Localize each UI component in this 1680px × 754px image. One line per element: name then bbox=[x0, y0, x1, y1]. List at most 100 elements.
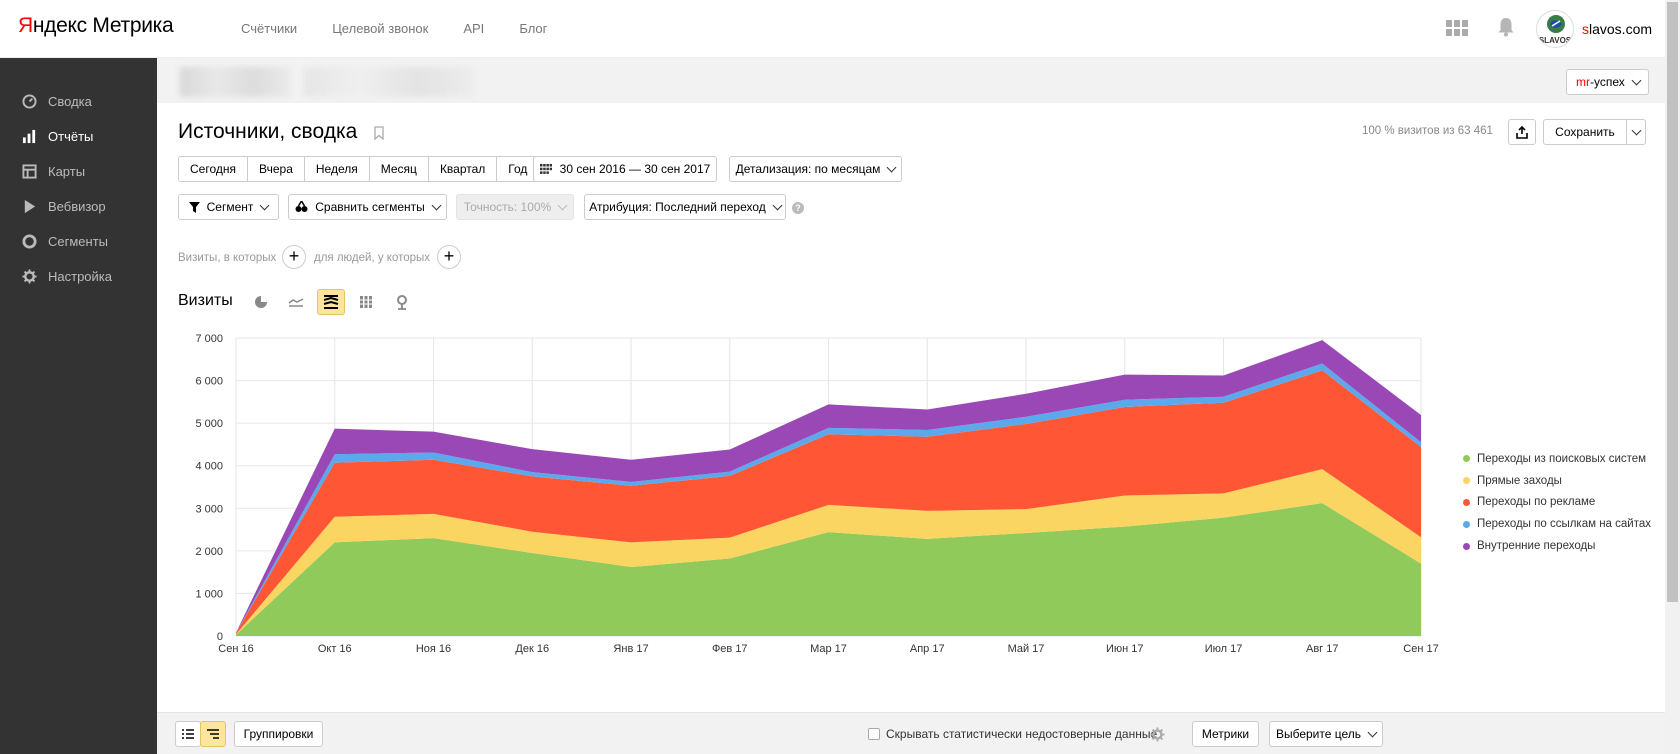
period-week[interactable]: Неделя bbox=[305, 157, 370, 181]
yandex-metrica-logo[interactable]: Яндекс Метрика bbox=[18, 14, 174, 37]
calendar-icon bbox=[539, 164, 552, 174]
chart-legend: Переходы из поисковых систем Прямые захо… bbox=[1463, 448, 1651, 557]
sidebar-item-settings[interactable]: Настройка bbox=[0, 261, 157, 291]
period-yesterday[interactable]: Вчера bbox=[248, 157, 305, 181]
area-series-0 bbox=[236, 503, 1421, 636]
legend-item-direct[interactable]: Прямые заходы bbox=[1463, 470, 1651, 492]
y-tick-label: 6 000 bbox=[195, 376, 223, 388]
help-icon[interactable]: ? bbox=[792, 202, 804, 214]
period-month[interactable]: Месяц bbox=[370, 157, 429, 181]
area-icon[interactable] bbox=[317, 289, 345, 315]
export-button[interactable] bbox=[1508, 119, 1536, 145]
counter-selector[interactable]: mr -успех bbox=[1566, 69, 1649, 95]
area-series-4 bbox=[236, 340, 1421, 633]
nav-blog[interactable]: Блог bbox=[519, 21, 548, 36]
table-toolbar bbox=[157, 712, 1665, 754]
map-pin-icon[interactable] bbox=[388, 289, 416, 315]
x-tick-label: Янв 17 bbox=[613, 643, 648, 655]
segment-button[interactable]: Сегмент bbox=[178, 194, 279, 220]
legend-item-search[interactable]: Переходы из поисковых систем bbox=[1463, 448, 1651, 470]
sidebar-item-segments[interactable]: Сегменты bbox=[0, 226, 157, 256]
compare-segments-button[interactable]: Сравнить сегменты bbox=[288, 194, 447, 220]
x-tick-label: Июл 17 bbox=[1205, 643, 1243, 655]
line-icon[interactable] bbox=[282, 289, 310, 315]
x-tick-label: Дек 16 bbox=[515, 643, 549, 655]
gauge-icon bbox=[21, 93, 37, 109]
sidebar-item-maps[interactable]: Карты bbox=[0, 156, 157, 186]
period-quarter[interactable]: Квартал bbox=[429, 157, 498, 181]
sidebar-item-reports[interactable]: Отчёты bbox=[0, 121, 157, 151]
chevron-down-icon bbox=[1631, 75, 1642, 85]
top-header: Яндекс Метрика Счётчики Целевой звонок A… bbox=[0, 0, 1665, 58]
hide-unreliable-checkbox[interactable] bbox=[868, 728, 880, 740]
blurred-counter-name bbox=[180, 67, 290, 97]
y-tick-label: 2 000 bbox=[195, 546, 223, 558]
visits-sampling-info: 100 % визитов из 63 461 bbox=[1362, 125, 1493, 137]
share-icon bbox=[1516, 125, 1528, 139]
y-tick-label: 0 bbox=[217, 631, 223, 643]
page-title: Источники, сводка bbox=[178, 120, 358, 143]
user-login[interactable]: slavos.com bbox=[1582, 21, 1653, 37]
legend-item-internal[interactable]: Внутренние переходы bbox=[1463, 535, 1651, 557]
bookmark-icon[interactable] bbox=[374, 126, 384, 140]
pie-icon[interactable] bbox=[247, 289, 275, 315]
area-series-3 bbox=[236, 363, 1421, 634]
accuracy-selector[interactable]: Точность: 100% bbox=[456, 194, 574, 220]
x-tick-label: Июн 17 bbox=[1106, 643, 1144, 655]
nav-api[interactable]: API bbox=[463, 21, 485, 36]
groupings-button[interactable]: Группировки bbox=[234, 721, 323, 747]
nav-counters[interactable]: Счётчики bbox=[241, 21, 298, 36]
add-people-condition-button[interactable]: + bbox=[437, 245, 461, 269]
goal-selector[interactable]: Выберите цель bbox=[1269, 721, 1383, 747]
settings-gear-icon[interactable] bbox=[1150, 727, 1165, 742]
bar-chart-icon bbox=[21, 128, 37, 144]
table-flat-view-button[interactable] bbox=[175, 721, 201, 747]
save-button[interactable]: Сохранить bbox=[1543, 119, 1627, 145]
list-icon bbox=[182, 729, 194, 739]
filter-icon bbox=[188, 201, 200, 213]
date-range-picker[interactable]: 30 сен 2016 — 30 сен 2017 bbox=[533, 156, 717, 182]
attribution-selector[interactable]: Атрибуция: Последний переход bbox=[584, 194, 786, 220]
chevron-down-icon bbox=[557, 200, 568, 210]
bars-icon[interactable] bbox=[352, 289, 380, 315]
x-tick-label: Сен 16 bbox=[218, 643, 253, 655]
x-tick-label: Окт 16 bbox=[318, 643, 352, 655]
segments-icon bbox=[21, 233, 37, 249]
detail-selector[interactable]: Детализация: по месяцам bbox=[729, 156, 902, 182]
y-tick-label: 1 000 bbox=[195, 588, 223, 600]
table-tree-view-button[interactable] bbox=[200, 721, 226, 747]
period-today[interactable]: Сегодня bbox=[179, 157, 248, 181]
x-tick-label: Фев 17 bbox=[712, 643, 748, 655]
top-nav: Счётчики Целевой звонок API Блог bbox=[241, 21, 547, 36]
x-tick-label: Май 17 bbox=[1008, 643, 1045, 655]
y-tick-label: 4 000 bbox=[195, 461, 223, 473]
sidebar-item-summary[interactable]: Сводка bbox=[0, 86, 157, 116]
area-series-1 bbox=[236, 469, 1421, 635]
chart-metric-label: Визиты bbox=[178, 292, 233, 309]
play-icon bbox=[21, 198, 37, 214]
chevron-down-icon bbox=[431, 200, 442, 210]
sidebar-item-webvisor[interactable]: Вебвизор bbox=[0, 191, 157, 221]
nav-target-call[interactable]: Целевой звонок bbox=[332, 21, 429, 36]
apps-grid-icon[interactable] bbox=[1446, 20, 1468, 36]
legend-item-ads[interactable]: Переходы по рекламе bbox=[1463, 492, 1651, 514]
avatar-logo-icon bbox=[1547, 15, 1565, 33]
x-tick-label: Мар 17 bbox=[810, 643, 847, 655]
blurred-counter-id bbox=[304, 67, 474, 97]
metrics-button[interactable]: Метрики bbox=[1192, 721, 1259, 747]
period-year[interactable]: Год bbox=[508, 162, 528, 176]
area-series-2 bbox=[236, 370, 1421, 635]
scrollbar-thumb[interactable] bbox=[1667, 2, 1678, 602]
chevron-down-icon bbox=[1367, 727, 1378, 737]
avatar[interactable]: SLAVOS bbox=[1536, 10, 1574, 48]
period-selector: Сегодня Вчера Неделя Месяц Квартал Год bbox=[178, 156, 540, 182]
chevron-down-icon bbox=[886, 162, 897, 172]
y-tick-label: 3 000 bbox=[195, 503, 223, 515]
people-filter-label: для людей, у которых bbox=[314, 252, 431, 264]
gear-icon bbox=[21, 268, 37, 284]
save-options-button[interactable] bbox=[1626, 119, 1646, 145]
add-visits-condition-button[interactable]: + bbox=[282, 245, 306, 269]
bell-icon[interactable] bbox=[1497, 17, 1515, 37]
hide-unreliable-label[interactable]: Скрывать статистически недостоверные дан… bbox=[886, 727, 1158, 741]
legend-item-links[interactable]: Переходы по ссылкам на сайтах bbox=[1463, 513, 1651, 535]
